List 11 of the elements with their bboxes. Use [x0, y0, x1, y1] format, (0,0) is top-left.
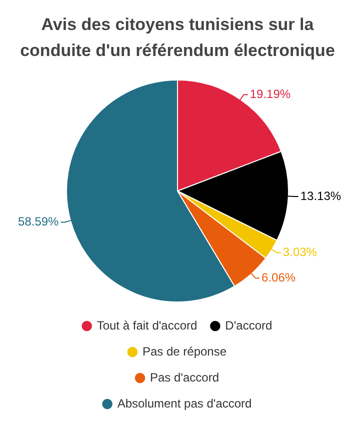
legend-label: Absolument pas d'accord: [117, 396, 252, 410]
legend-label: Tout à fait d'accord: [96, 318, 198, 332]
chart-title: Avis des citoyens tunisiens sur la conduite d'un référendum électronique: [19, 14, 336, 62]
data-label: 3.03%: [282, 244, 318, 259]
data-label: 6.06%: [262, 270, 296, 284]
legend-label: D'accord: [225, 318, 272, 332]
legend-label: Pas de réponse: [142, 344, 227, 358]
data-label: 58.59%: [18, 214, 60, 229]
data-label: 19.19%: [250, 86, 291, 101]
legend-label: Pas d'accord: [150, 370, 220, 384]
data-label: 13.13%: [300, 188, 342, 203]
